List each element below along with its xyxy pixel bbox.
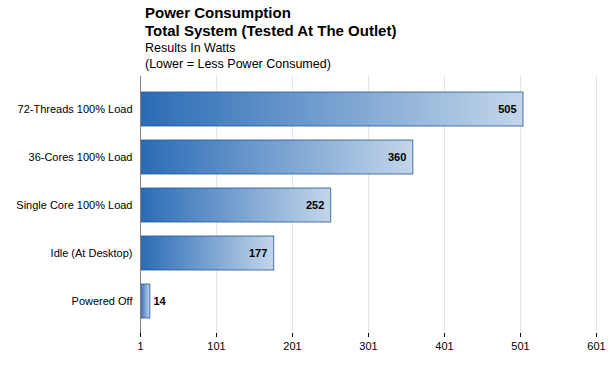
- svg-text:1: 1: [137, 340, 143, 352]
- svg-text:177: 177: [249, 247, 267, 259]
- svg-text:Idle (At Desktop): Idle (At Desktop): [51, 247, 133, 259]
- svg-text:101: 101: [207, 340, 225, 352]
- svg-text:501: 501: [511, 340, 529, 352]
- svg-text:201: 201: [283, 340, 301, 352]
- svg-text:72-Threads 100% Load: 72-Threads 100% Load: [18, 103, 133, 115]
- svg-text:401: 401: [435, 340, 453, 352]
- html-text:(Lower = Less Power Consumed): (Lower = Less Power Consumed): [145, 57, 331, 71]
- svg-text:601: 601: [587, 340, 605, 352]
- svg-text:252: 252: [306, 199, 324, 211]
- svg-text:301: 301: [359, 340, 377, 352]
- html-text:Power Consumption: Power Consumption: [145, 4, 291, 21]
- svg-text:Powered Off: Powered Off: [72, 295, 134, 307]
- svg-text:360: 360: [388, 151, 406, 163]
- svg-text:14: 14: [153, 295, 166, 307]
- svg-text:Single Core 100% Load: Single Core 100% Load: [16, 199, 132, 211]
- html-text:Results In Watts: Results In Watts: [145, 41, 236, 55]
- html-text:Total System (Tested At The Ou: Total System (Tested At The Outlet): [145, 22, 397, 39]
- svg-text:505: 505: [498, 103, 516, 115]
- svg-text:36-Cores 100% Load: 36-Cores 100% Load: [29, 151, 133, 163]
